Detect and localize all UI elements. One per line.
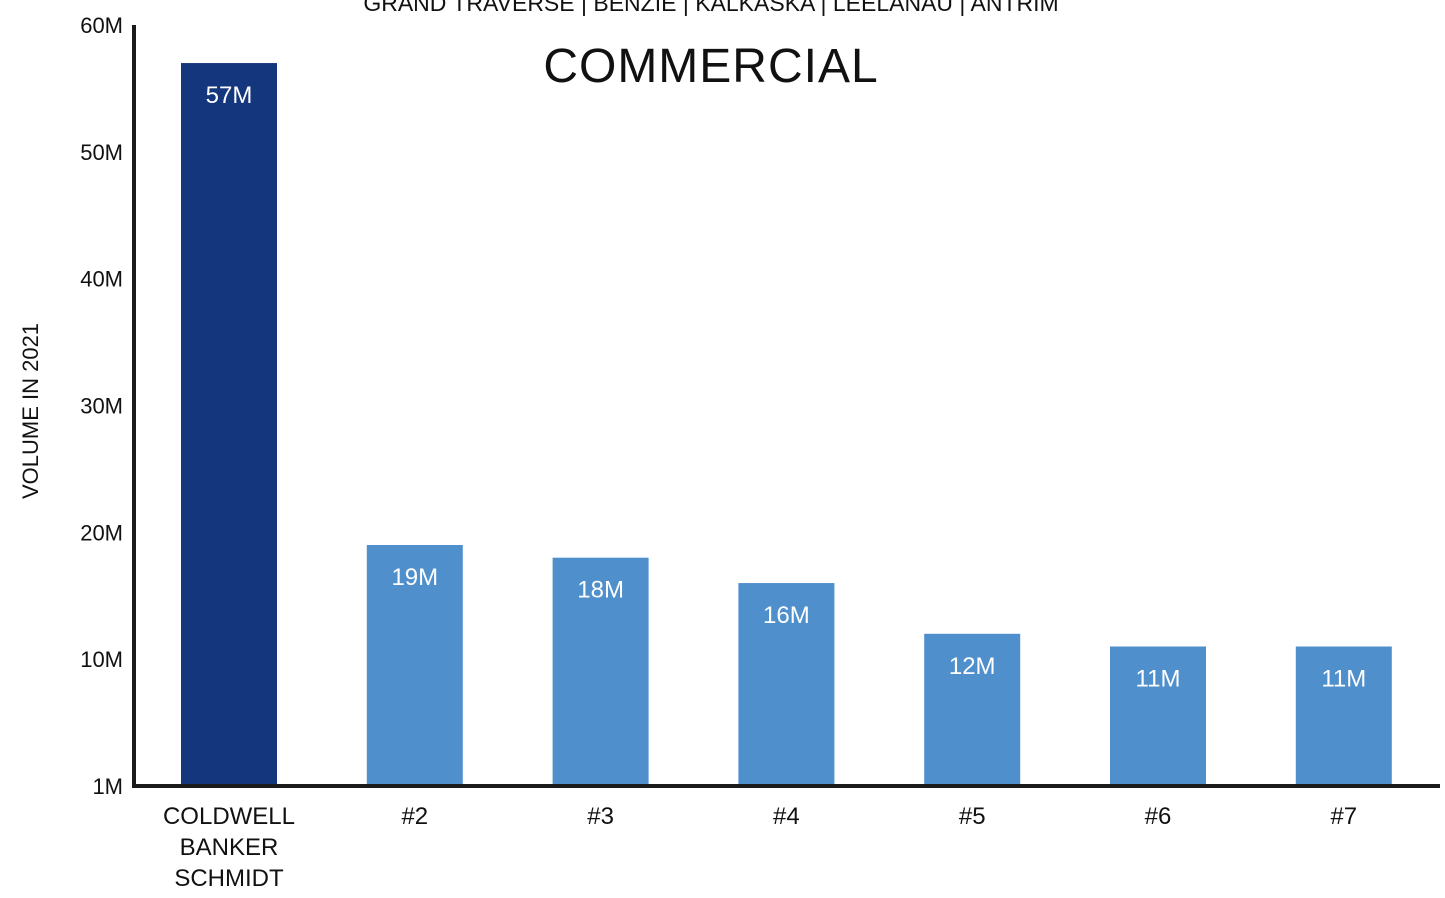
- y-tick-label: 1M: [92, 774, 123, 799]
- x-tick-line: #2: [401, 803, 428, 830]
- bar: [738, 583, 835, 786]
- x-tick-line: BANKER: [180, 834, 279, 861]
- chart-title: COMMERCIAL: [543, 40, 878, 93]
- x-tick-line: COLDWELL: [163, 803, 295, 830]
- x-tick-line: #3: [587, 803, 614, 830]
- x-axis-ticks: COLDWELL BANKER SCHMIDT #2 #3 #4 #5 #6 #7: [163, 803, 1357, 892]
- x-tick-label: COLDWELL BANKER SCHMIDT: [163, 803, 295, 892]
- y-axis-ticks: 1M 10M 20M 30M 40M 50M 60M: [80, 13, 123, 799]
- bar: [366, 545, 463, 786]
- data-label: 16M: [763, 602, 810, 629]
- bar: [181, 63, 277, 787]
- y-tick-label: 30M: [80, 394, 123, 419]
- data-label: 19M: [391, 564, 438, 591]
- x-tick-label: #7: [1330, 803, 1357, 830]
- y-tick-label: 20M: [80, 520, 123, 545]
- y-tick-label: 40M: [80, 267, 123, 292]
- x-tick-line: #5: [959, 803, 986, 830]
- x-tick-label: #4: [773, 803, 800, 830]
- x-tick-label: #2: [401, 803, 428, 830]
- bar: [552, 557, 649, 786]
- data-label: 11M: [1136, 665, 1181, 692]
- x-tick-label: #6: [1145, 803, 1172, 830]
- x-tick-line: #6: [1145, 803, 1172, 830]
- y-tick-label: 10M: [80, 647, 123, 672]
- data-label: 57M: [206, 82, 253, 109]
- chart-subtitle: GRAND TRAVERSE | BENZIE | KALKASKA | LEE…: [363, 0, 1058, 16]
- bar: [924, 633, 1021, 786]
- data-label: 11M: [1321, 665, 1366, 692]
- data-label: 12M: [949, 653, 996, 680]
- y-tick-label: 50M: [80, 140, 123, 165]
- x-tick-line: SCHMIDT: [174, 865, 284, 892]
- x-tick-line: #4: [773, 803, 800, 830]
- x-tick-line: #7: [1330, 803, 1357, 830]
- bar: [1295, 646, 1392, 786]
- x-tick-label: #3: [587, 803, 614, 830]
- data-label: 18M: [577, 577, 624, 604]
- y-tick-label: 60M: [80, 13, 123, 38]
- bars: [181, 63, 1392, 787]
- bar: [1110, 646, 1206, 786]
- data-labels: 57M 19M 18M 16M 12M 11M 11M: [206, 82, 1367, 692]
- y-axis-label: VOLUME IN 2021: [18, 323, 43, 499]
- x-tick-label: #5: [959, 803, 986, 830]
